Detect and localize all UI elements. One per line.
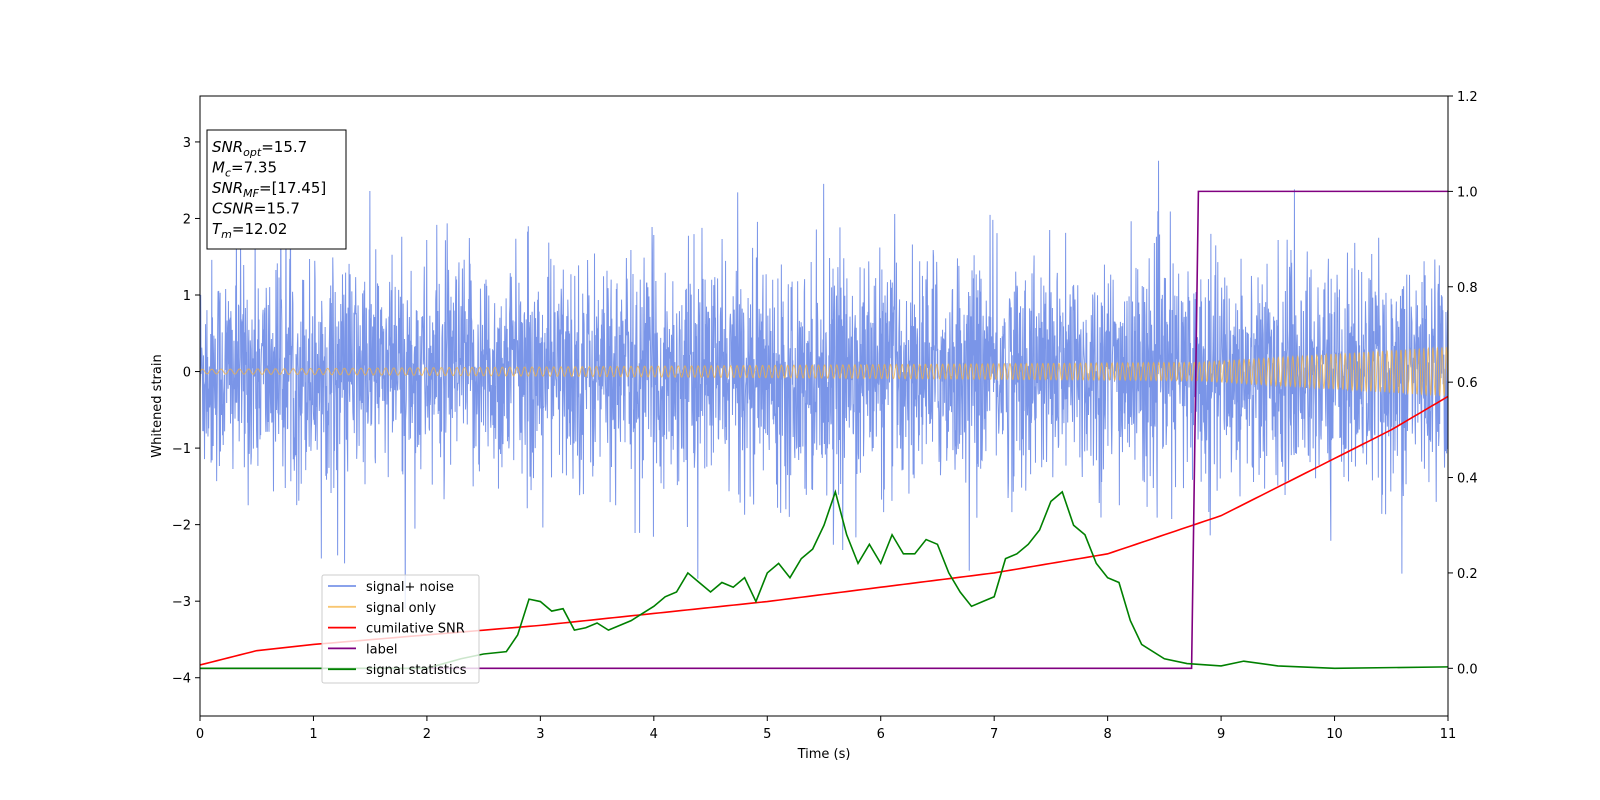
signal-statistics-line [200, 489, 1448, 670]
y2-tick-label: 1.0 [1457, 185, 1478, 200]
y2-tick-label: 0.0 [1457, 662, 1478, 677]
x-axis-label: Time (s) [797, 747, 851, 762]
legend-frame [321, 574, 480, 684]
x-tick-label: 0 [196, 727, 204, 742]
x-tick-label: 6 [877, 727, 885, 742]
y-tick-label: 0 [183, 366, 191, 381]
y-tick-label: −4 [172, 672, 191, 687]
y2-tick-label: 1.2 [1457, 90, 1478, 105]
signal-only-line [200, 346, 1448, 397]
y2-tick-label: 0.2 [1457, 567, 1478, 582]
y2-tick-label: 0.8 [1457, 281, 1478, 296]
x-tick-label: 3 [536, 727, 544, 742]
x-tick-label: 1 [309, 727, 317, 742]
x-tick-label: 5 [763, 727, 771, 742]
right-y-axis: 0.0 0.2 0.4 0.6 0.8 1.0 1.2 [1448, 90, 1478, 677]
x-tick-label: 2 [423, 727, 431, 742]
annotation-line: SNRMF=[17.45] [212, 179, 326, 200]
y-tick-label: 3 [183, 136, 191, 151]
signal-noise-line [200, 160, 1448, 609]
y-tick-label: −3 [172, 595, 191, 610]
y-tick-label: 1 [183, 289, 191, 304]
annotation-line: Tm=12.02 [212, 220, 287, 241]
x-tick-label: 9 [1217, 727, 1225, 742]
y-tick-label: −1 [172, 442, 191, 457]
x-axis: 0 1 2 3 4 5 6 7 8 9 10 11 [196, 716, 1456, 742]
x-tick-label: 8 [1103, 727, 1111, 742]
label-line [200, 190, 1448, 670]
x-tick-label: 11 [1440, 727, 1457, 742]
legend-label: label [366, 642, 397, 657]
legend-label: signal statistics [366, 663, 467, 678]
x-tick-label: 7 [990, 727, 998, 742]
x-tick-label: 4 [650, 727, 658, 742]
y-tick-label: −2 [172, 519, 191, 534]
y-tick-label: 2 [183, 212, 191, 227]
legend-label: signal only [366, 601, 436, 616]
annotation-line: Mc=7.35 [212, 159, 277, 180]
signal-only-series [200, 346, 1448, 397]
signal-noise-series [200, 160, 1448, 609]
annotation-line: CSNR=15.7 [212, 200, 300, 218]
legend-label: signal+ noise [366, 580, 454, 595]
left-y-axis: −4 −3 −2 −1 0 1 2 3 [172, 136, 200, 687]
legend-label: cumilative SNR [366, 622, 465, 637]
annotation-line: SNRopt=15.7 [212, 138, 307, 159]
stats-annotation-box: SNRopt=15.7Mc=7.35SNRMF=[17.45]CSNR=15.7… [206, 129, 347, 250]
plot-frame [199, 95, 1449, 717]
y2-tick-label: 0.6 [1457, 376, 1478, 391]
y2-tick-label: 0.4 [1457, 472, 1478, 487]
annotation-frame [206, 129, 347, 250]
legend: signal+ noise signal only cumilative SNR la… [321, 574, 480, 684]
x-tick-label: 10 [1326, 727, 1343, 742]
y-axis-label: Whitened strain [150, 354, 165, 457]
